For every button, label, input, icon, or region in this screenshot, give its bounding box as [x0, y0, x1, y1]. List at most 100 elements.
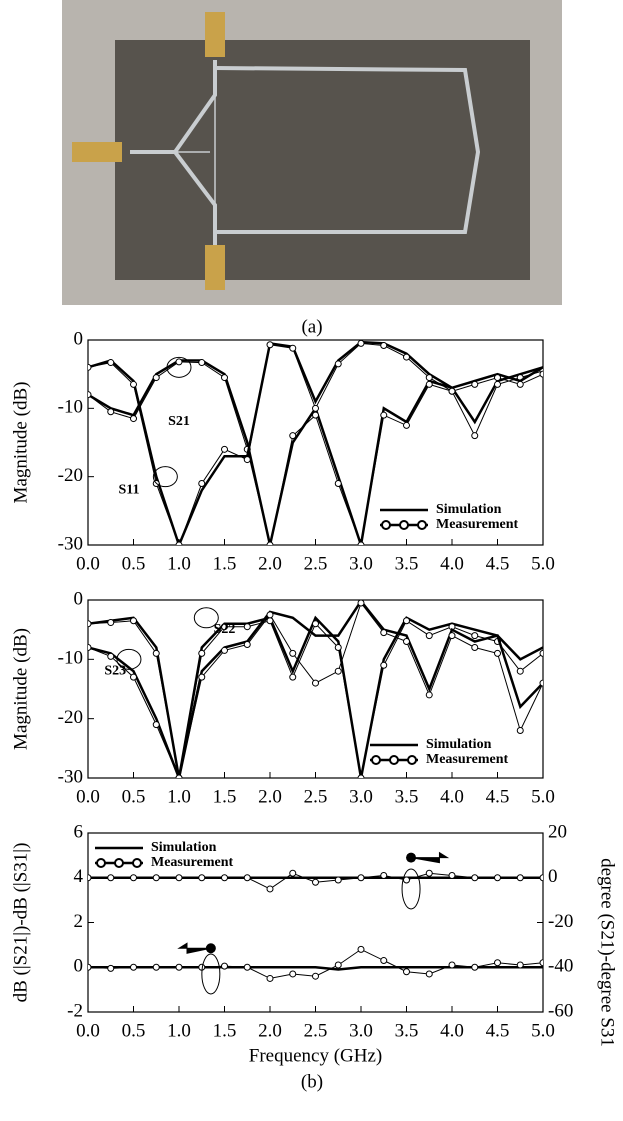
x-tick-label: 3.5 [395, 1020, 419, 1041]
measurement-marker [152, 963, 160, 971]
measurement-marker [539, 874, 543, 882]
measurement-marker [516, 667, 524, 675]
measurement-marker [312, 972, 319, 980]
y-tick-label: 6 [74, 821, 84, 842]
measurement-marker [425, 374, 433, 382]
measurement-marker [289, 344, 297, 352]
measurement-marker [88, 874, 92, 882]
legend-marker [96, 858, 106, 868]
y-tick-label: -10 [58, 397, 83, 418]
legend-label: Measurement [436, 517, 518, 532]
measurement-marker [471, 432, 479, 440]
measurement-marker [289, 432, 297, 440]
y-tick-label: 0 [74, 588, 84, 609]
measurement-marker [357, 340, 365, 347]
x-tick-label: 4.5 [486, 553, 510, 574]
measurement-marker [175, 358, 183, 366]
y-tick-label: -30 [58, 766, 83, 787]
measurement-marker [243, 874, 251, 882]
measurement-marker [198, 649, 206, 657]
y-tick-label: -20 [58, 707, 83, 728]
measurement-marker [289, 673, 297, 681]
legend-label: Simulation [436, 502, 502, 517]
measurement-marker [380, 661, 388, 669]
measurement-marker [221, 623, 228, 631]
legend-marker [114, 858, 124, 868]
plot-area [88, 869, 543, 982]
y-tick-label: -20 [58, 465, 83, 486]
measurement-marker [107, 874, 115, 882]
measurement-marker [334, 667, 342, 675]
measurement-marker [266, 341, 274, 349]
measurement-marker [221, 374, 228, 382]
measurement-marker [403, 876, 410, 884]
x-tick-label: 1.0 [167, 786, 191, 807]
x-tick-label: 3.0 [349, 786, 373, 807]
x-tick-label: 0.5 [122, 1020, 146, 1041]
x-tick-label: 2.5 [304, 1020, 328, 1041]
measurement-marker [494, 380, 501, 388]
measurement-marker [107, 359, 115, 367]
annotation-ellipse [201, 953, 221, 995]
measurement-marker [266, 974, 274, 982]
x-tick-label: 0.5 [122, 786, 146, 807]
measurement-marker [266, 611, 274, 619]
simulation-line [88, 340, 543, 545]
legend-label: Measurement [151, 855, 233, 870]
measurement-marker [152, 721, 160, 729]
x-tick-label: 2.0 [258, 553, 282, 574]
annotation-arrow [177, 942, 211, 954]
x-tick-label: 4.0 [440, 553, 464, 574]
measurement-marker [425, 869, 433, 877]
measurement-marker [107, 408, 115, 416]
x-axis-label: Frequency (GHz) [249, 1045, 382, 1066]
y-axis-label: Magnitude (dB) [10, 628, 31, 750]
measurement-marker [130, 617, 137, 625]
measurement-marker [539, 649, 543, 657]
x-tick-label: 5.0 [531, 1020, 555, 1041]
series-annotation: S21 [168, 414, 190, 429]
annotation-ellipse [193, 607, 219, 629]
x-tick-label: 5.0 [531, 786, 555, 807]
measurement-marker [312, 411, 319, 419]
measurement-marker [289, 649, 297, 657]
measurement-marker [403, 421, 410, 429]
simulation-line [88, 966, 543, 971]
x-tick-label: 1.0 [167, 553, 191, 574]
measurement-marker [175, 874, 183, 882]
measurement-marker [471, 643, 479, 651]
measurement-marker [357, 541, 365, 545]
annotation-ellipse [152, 466, 178, 488]
annotation-ellipse [401, 868, 421, 910]
measurement-marker [494, 374, 501, 382]
annotation-ellipse [166, 356, 192, 378]
measurement-marker [130, 963, 137, 971]
y2-tick-label: 20 [548, 821, 567, 842]
measurement-marker [494, 874, 501, 882]
plot-area [88, 340, 543, 545]
x-tick-label: 3.0 [349, 553, 373, 574]
measurement-marker [380, 957, 388, 965]
measurement-marker [334, 360, 342, 368]
measurement-marker [243, 963, 251, 971]
measurement-marker [425, 970, 433, 978]
x-tick-label: 2.0 [258, 1020, 282, 1041]
y2-tick-label: -40 [548, 956, 573, 977]
measurement-marker [152, 374, 160, 382]
measurement-marker [130, 380, 137, 388]
measurement-marker [88, 391, 92, 399]
legend-marker [389, 755, 399, 765]
y2-tick-label: 0 [548, 866, 558, 887]
measurement-marker [494, 959, 501, 967]
measurement-marker [130, 673, 137, 681]
measurement-marker [175, 963, 183, 971]
measurement-marker [448, 872, 456, 880]
measurement-marker [403, 617, 410, 625]
simulation-line [88, 600, 543, 778]
measurement-marker [130, 415, 137, 423]
measurement-marker [425, 380, 433, 388]
x-tick-label: 5.0 [531, 553, 555, 574]
measurement-marker [448, 387, 456, 395]
panel-label: (a) [301, 316, 322, 337]
